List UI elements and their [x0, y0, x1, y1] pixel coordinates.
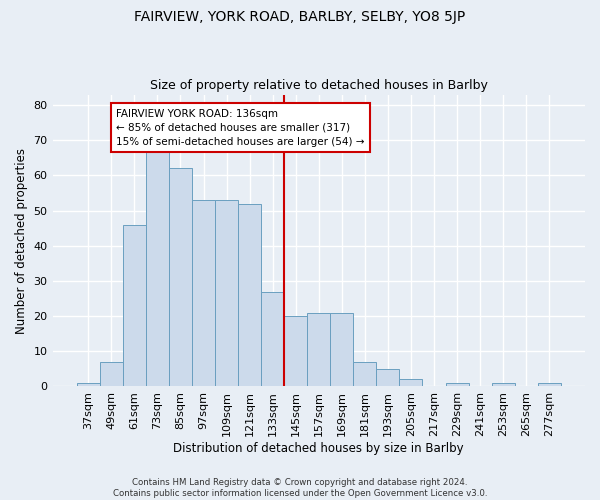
- Bar: [400, 380, 422, 386]
- Bar: [169, 168, 192, 386]
- Bar: [192, 200, 215, 386]
- Bar: [307, 312, 330, 386]
- Bar: [261, 292, 284, 386]
- Bar: [538, 383, 561, 386]
- Bar: [238, 204, 261, 386]
- Title: Size of property relative to detached houses in Barlby: Size of property relative to detached ho…: [150, 79, 488, 92]
- Text: FAIRVIEW YORK ROAD: 136sqm
← 85% of detached houses are smaller (317)
15% of sem: FAIRVIEW YORK ROAD: 136sqm ← 85% of deta…: [116, 108, 364, 146]
- Bar: [100, 362, 123, 386]
- Bar: [376, 369, 400, 386]
- Y-axis label: Number of detached properties: Number of detached properties: [15, 148, 28, 334]
- Text: FAIRVIEW, YORK ROAD, BARLBY, SELBY, YO8 5JP: FAIRVIEW, YORK ROAD, BARLBY, SELBY, YO8 …: [134, 10, 466, 24]
- Bar: [215, 200, 238, 386]
- Text: Contains HM Land Registry data © Crown copyright and database right 2024.
Contai: Contains HM Land Registry data © Crown c…: [113, 478, 487, 498]
- Bar: [491, 383, 515, 386]
- Bar: [284, 316, 307, 386]
- Bar: [353, 362, 376, 386]
- Bar: [146, 151, 169, 386]
- Bar: [77, 383, 100, 386]
- X-axis label: Distribution of detached houses by size in Barlby: Distribution of detached houses by size …: [173, 442, 464, 455]
- Bar: [123, 224, 146, 386]
- Bar: [446, 383, 469, 386]
- Bar: [330, 312, 353, 386]
